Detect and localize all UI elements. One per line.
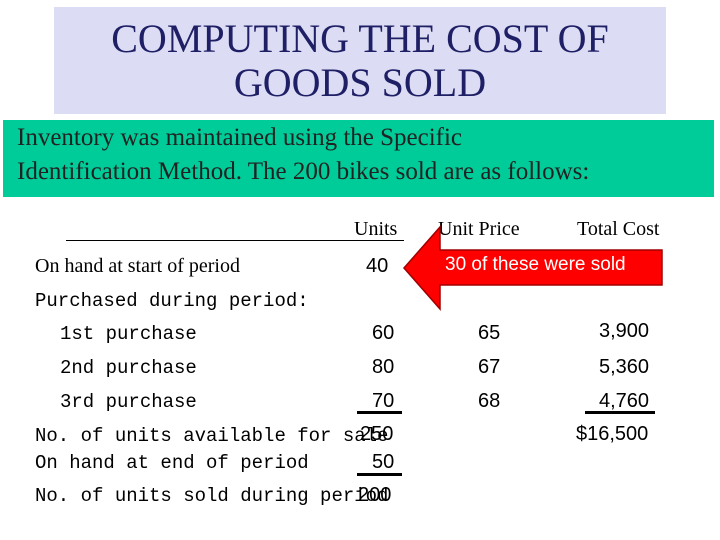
purchase-2-unit-price: 67 — [478, 356, 501, 378]
slide-title-line-2: GOODS SOLD — [233, 59, 487, 105]
purchase-2-label: 2nd purchase — [60, 357, 197, 379]
slide-title-line-1: COMPUTING THE COST OF — [111, 15, 609, 61]
title-banner: COMPUTING THE COST OF GOODS SOLD — [54, 7, 666, 114]
purchase-1-unit-price: 65 — [478, 322, 501, 344]
intro-line-2: Identification Method. The 200 bikes sol… — [17, 158, 590, 185]
header-units: Units — [354, 218, 398, 240]
purchase-3-label: 3rd purchase — [60, 391, 197, 413]
units-sold-label: No. of units sold during period — [35, 485, 389, 507]
intro-line-1: Inventory was maintained using the Speci… — [17, 124, 463, 151]
header-unit-price: Unit Price — [438, 218, 520, 240]
purchase-1-total-cost: 3,900 — [599, 320, 650, 342]
purchase-2-units: 80 — [372, 356, 395, 378]
row-on-hand-start-units: 40 — [366, 255, 389, 277]
available-for-sale-total-cost: $16,500 — [576, 423, 649, 445]
cost-subtotal-rule — [585, 411, 655, 414]
available-for-sale-units: 250 — [360, 423, 394, 445]
on-hand-end-units: 50 — [372, 451, 395, 473]
callout-arrow-shape — [403, 225, 663, 311]
row-on-hand-start-label: On hand at start of period — [35, 255, 240, 277]
purchase-3-total-cost: 4,760 — [599, 390, 650, 412]
purchase-1-units: 60 — [372, 322, 395, 344]
header-rule — [66, 240, 404, 241]
units-sold-units: 200 — [358, 484, 392, 506]
intro-banner: Inventory was maintained using the Speci… — [3, 120, 714, 197]
header-total-cost: Total Cost — [577, 218, 660, 240]
available-for-sale-label: No. of units available for sale — [35, 425, 389, 447]
units-sold-rule — [357, 473, 402, 476]
purchase-3-unit-price: 68 — [478, 390, 501, 412]
callout-text: 30 of these were sold — [445, 254, 626, 275]
purchase-1-label: 1st purchase — [60, 323, 197, 345]
units-subtotal-rule — [357, 411, 402, 414]
purchase-2-total-cost: 5,360 — [599, 356, 650, 378]
purchased-heading: Purchased during period: — [35, 290, 309, 312]
on-hand-end-label: On hand at end of period — [35, 452, 309, 474]
purchase-3-units: 70 — [372, 390, 395, 412]
